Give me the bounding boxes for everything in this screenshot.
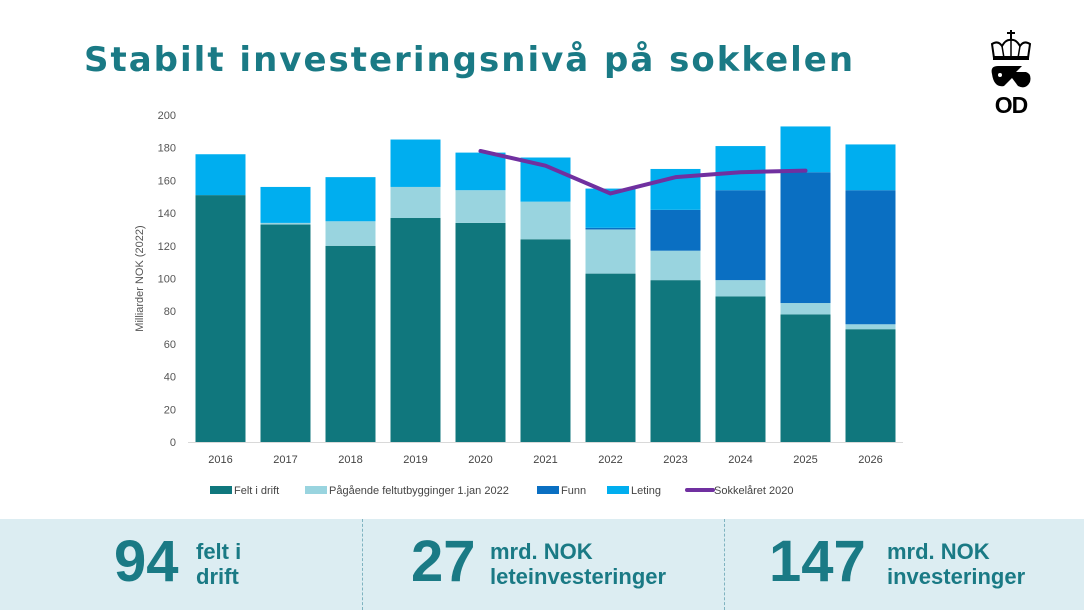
bar-segment (455, 152, 506, 191)
y-tick-label: 200 (158, 110, 176, 122)
stat-label: mrd. NOK leteinvesteringer (490, 539, 666, 589)
page-title: Stabilt investeringsnivå på sokkelen (84, 40, 856, 80)
y-tick-label: 80 (164, 306, 176, 318)
bar-segment (845, 324, 896, 330)
bar-segment (780, 303, 831, 315)
bar-segment (780, 126, 831, 173)
bar-segment (325, 221, 376, 246)
x-tick-label: 2021 (533, 454, 557, 466)
x-tick-label: 2019 (403, 454, 427, 466)
bar-segment (585, 273, 636, 442)
bar-segment (260, 186, 311, 223)
bar-segment (715, 296, 766, 442)
stat-label: mrd. NOK investeringer (887, 539, 1025, 589)
y-tick-label: 120 (158, 241, 176, 253)
y-tick-label: 40 (164, 372, 176, 384)
legend-swatch (537, 486, 559, 494)
legend-label: Sokkelåret 2020 (714, 485, 794, 497)
line-series-sokkelaret-2020 (478, 148, 808, 196)
stat-label: felt i drift (196, 539, 241, 589)
y-tick-label: 0 (170, 437, 176, 449)
legend-label: Pågående feltutbygginger 1.jan 2022 (329, 485, 509, 497)
stat-label-line2: investeringer (887, 564, 1026, 589)
legend-swatch (607, 486, 629, 494)
bar-segment (260, 222, 311, 225)
bar-segment (455, 222, 506, 442)
legend-swatch (305, 486, 327, 494)
legend-label: Felt i drift (234, 485, 279, 497)
y-tick-label: 20 (164, 404, 176, 416)
bar-segment (520, 201, 571, 240)
y-axis-title: Milliarder NOK (2022) (134, 225, 146, 331)
logo-text: OD (994, 92, 1029, 118)
stat-investments: 147 mrd. NOK investeringer (724, 519, 1084, 610)
bar-segment (585, 227, 636, 230)
bar-segment (195, 154, 246, 196)
stat-label-line1: mrd. NOK (887, 539, 990, 564)
y-tick-label: 180 (158, 143, 176, 155)
bar-segment (195, 195, 246, 442)
x-tick-label: 2016 (208, 454, 232, 466)
stat-value: 147 (769, 529, 866, 594)
bar-segment (325, 245, 376, 442)
stat-value: 27 (411, 529, 476, 594)
y-tick-label: 140 (158, 208, 176, 220)
stat-label-line1: felt i (196, 539, 242, 564)
bar-segment (260, 224, 311, 442)
stat-fields: 94 felt i drift (0, 519, 362, 610)
bar-segment (585, 229, 636, 274)
x-tick-label: 2025 (793, 454, 817, 466)
stat-label-line2: leteinvesteringer (490, 564, 667, 589)
y-tick-label: 160 (158, 175, 176, 187)
stats-footer: 94 felt i drift 27 mrd. NOK leteinvester… (0, 519, 1084, 610)
bar-segment (845, 329, 896, 442)
bar-segment (715, 190, 766, 281)
bar-segment (390, 186, 441, 219)
bar-segment (390, 218, 441, 442)
bar-segment (845, 144, 896, 191)
bar-segment (780, 314, 831, 442)
investment-chart: 0 20 40 60 80 100 120 140 160 180 200 Milliarder NO… (134, 110, 903, 497)
stat-exploration: 27 mrd. NOK leteinvesteringer (362, 519, 724, 610)
stat-label-line1: mrd. NOK (490, 539, 593, 564)
bar-segment (715, 146, 766, 191)
legend-label: Funn (561, 485, 586, 497)
legend-label: Leting (631, 485, 661, 497)
bar-segment (520, 239, 571, 442)
bar-segment (650, 209, 701, 251)
x-tick-label: 2024 (728, 454, 752, 466)
stat-value: 94 (114, 529, 179, 594)
bar-segment (845, 190, 896, 325)
y-tick-label: 100 (158, 274, 176, 286)
x-tick-label: 2022 (598, 454, 622, 466)
bar-segment (650, 280, 701, 442)
bar-segment (780, 172, 831, 304)
bar-segment (455, 190, 506, 223)
y-tick-label: 60 (164, 339, 176, 351)
crown-lion-emblem-icon (990, 30, 1032, 88)
x-tick-label: 2018 (338, 454, 362, 466)
x-tick-label: 2017 (273, 454, 297, 466)
od-logo: OD (982, 28, 1040, 120)
bar-segment (390, 139, 441, 187)
x-tick-label: 2026 (858, 454, 882, 466)
bar-segment (325, 177, 376, 222)
x-tick-label: 2020 (468, 454, 492, 466)
stat-label-line2: drift (196, 564, 239, 589)
bar-segment (715, 280, 766, 297)
bar-segment (650, 250, 701, 281)
x-tick-label: 2023 (663, 454, 687, 466)
legend-swatch (210, 486, 232, 494)
